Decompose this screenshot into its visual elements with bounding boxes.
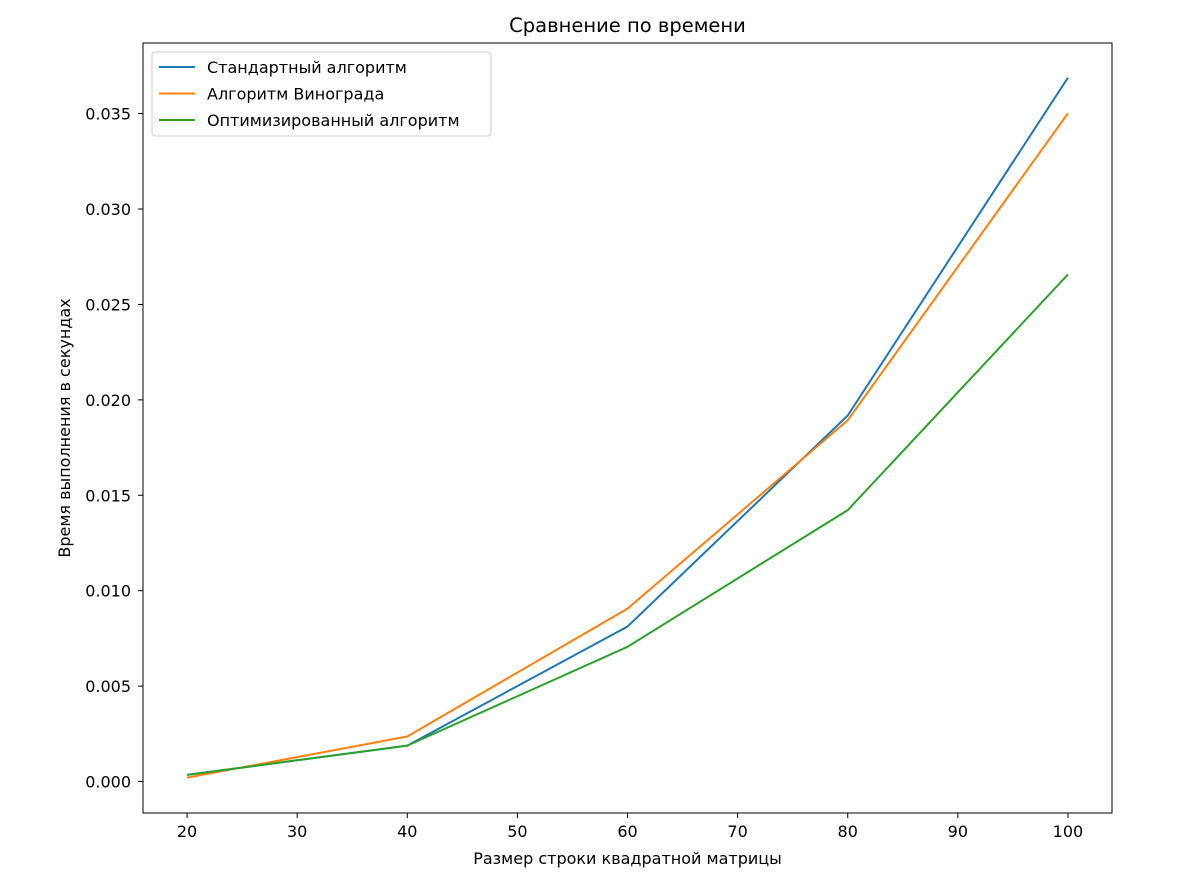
axes-frame xyxy=(142,42,1113,814)
x-tick-label: 100 xyxy=(1053,822,1084,841)
legend-label: Алгоритм Винограда xyxy=(207,85,384,104)
x-tick-label: 90 xyxy=(948,822,968,841)
x-axis-label: Размер строки квадратной матрицы xyxy=(473,849,782,868)
y-tick-label: 0.010 xyxy=(85,582,131,601)
plot-area: 20 30 40 50 60 70 80 90 100 0.000 0.005 0.010 0.015 0… xyxy=(85,42,1113,841)
y-tick-label: 0.025 xyxy=(85,295,131,314)
x-tick-label: 30 xyxy=(287,822,307,841)
y-axis-label: Время выполнения в секундах xyxy=(55,298,74,557)
legend-label: Стандартный алгоритм xyxy=(207,58,407,77)
chart-title: Сравнение по времени xyxy=(509,14,746,37)
y-tick-label: 0.020 xyxy=(85,391,131,410)
x-tick-label: 40 xyxy=(397,822,417,841)
y-tick-label: 0.000 xyxy=(85,773,131,792)
y-tick-label: 0.030 xyxy=(85,200,131,219)
legend: Стандартный алгоритм Алгоритм Винограда Оп… xyxy=(151,51,492,137)
x-tick-label: 80 xyxy=(838,822,858,841)
y-tick-label: 0.015 xyxy=(85,486,131,505)
series-line-3 xyxy=(186,273,1069,776)
x-tick-label: 60 xyxy=(617,822,637,841)
x-tick-label: 70 xyxy=(727,822,747,841)
y-tick-label: 0.005 xyxy=(85,677,131,696)
legend-label: Оптимизированный алгоритм xyxy=(207,111,460,130)
x-tick-label: 50 xyxy=(507,822,527,841)
legend-box xyxy=(151,51,492,137)
series-line-2 xyxy=(186,112,1069,779)
x-tick-label: 20 xyxy=(177,822,197,841)
y-tick-label: 0.035 xyxy=(85,105,131,124)
